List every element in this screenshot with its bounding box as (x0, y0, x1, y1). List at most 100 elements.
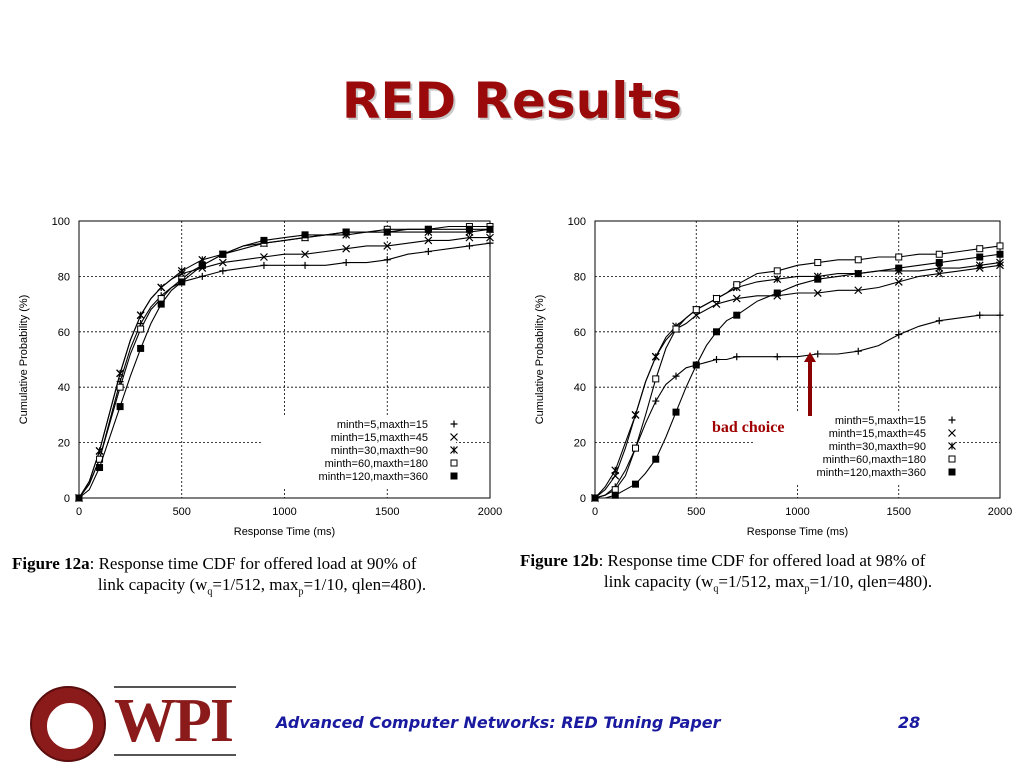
data-point (611, 491, 619, 499)
data-point (157, 283, 166, 292)
data-point (713, 356, 720, 363)
caption-subscript: p (298, 586, 304, 598)
data-point (424, 225, 432, 233)
y-tick-label: 100 (568, 216, 586, 228)
x-tick-label: 500 (687, 506, 705, 518)
y-tick-label: 80 (58, 271, 70, 283)
series-line (78, 242, 491, 499)
caption-text: : Response time CDF for offered load at … (89, 554, 417, 573)
data-point (116, 403, 124, 411)
data-point (652, 375, 660, 383)
x-tick-label: 1500 (375, 506, 399, 518)
data-point (219, 267, 227, 275)
data-point (652, 455, 660, 463)
data-point (672, 408, 680, 416)
bad-choice-annotation: bad choice (712, 419, 785, 436)
data-point (632, 480, 639, 488)
data-point (178, 278, 186, 286)
legend-box (261, 416, 456, 487)
caption-subscript: q (207, 586, 213, 598)
x-tick-label: 500 (173, 506, 191, 518)
data-point (424, 247, 432, 255)
caption-subscript: p (804, 583, 810, 595)
logo-wordmark: WPI (114, 687, 234, 755)
data-point (301, 250, 309, 259)
legend-marker (948, 455, 956, 463)
legend-label: minth=60,maxth=180 (325, 458, 428, 470)
data-point (975, 261, 984, 270)
y-tick-label: 40 (58, 382, 70, 394)
data-point (651, 352, 660, 361)
data-point (157, 300, 165, 308)
data-point (854, 286, 863, 295)
caption-text: link capacity (w (603, 572, 714, 591)
data-point (813, 289, 822, 297)
arrow-up-icon (804, 352, 816, 362)
legend-marker (450, 459, 458, 467)
footer-title: Advanced Computer Networks: RED Tuning P… (276, 713, 721, 732)
data-point (301, 231, 309, 239)
data-point (895, 264, 903, 272)
data-point (854, 347, 862, 355)
data-point (116, 383, 124, 391)
data-point (854, 256, 862, 264)
data-point (260, 236, 268, 244)
y-tick-label: 0 (64, 493, 70, 505)
legend-marker (450, 472, 458, 480)
y-axis-label: Cumulative Probability (%) (18, 295, 30, 425)
data-point (136, 311, 145, 320)
y-tick-label: 0 (580, 493, 586, 505)
y-tick-label: 100 (52, 216, 70, 228)
x-tick-label: 2000 (988, 506, 1012, 518)
x-axis-label: Response Time (ms) (234, 526, 335, 538)
data-point (773, 275, 782, 284)
legend-marker (948, 416, 956, 424)
legend-label: minth=120,maxth=360 (319, 471, 428, 483)
data-point (732, 294, 741, 303)
data-point (996, 258, 1004, 267)
data-point (342, 244, 351, 253)
series-line (78, 228, 491, 499)
data-point (218, 258, 227, 267)
caption-subscript: q (713, 583, 719, 595)
legend-marker (948, 429, 956, 437)
data-point (733, 311, 741, 319)
series-5 (591, 250, 1004, 502)
series-5 (75, 225, 494, 502)
data-point (814, 259, 822, 267)
data-point (996, 242, 1004, 250)
caption-figure-12b: Figure 12b: Response time CDF for offere… (520, 550, 1016, 599)
data-point (631, 410, 640, 419)
data-point (976, 253, 984, 261)
series-line (595, 253, 1001, 499)
x-tick-label: 1500 (887, 506, 911, 518)
data-point (773, 353, 781, 361)
data-point (342, 228, 350, 236)
series-line (594, 314, 1000, 499)
data-point (75, 494, 83, 502)
series-line (594, 262, 1001, 499)
caption-label: Figure 12b (520, 551, 599, 570)
data-point (935, 269, 944, 278)
data-point (342, 259, 350, 267)
legend-marker (948, 442, 956, 450)
caption-text: link capacity (w (97, 575, 208, 594)
legend-box (754, 412, 954, 483)
data-point (260, 253, 268, 261)
y-tick-label: 60 (58, 327, 70, 339)
legend-label: minth=30,maxth=90 (331, 445, 428, 457)
x-axis-label: Response Time (ms) (747, 526, 848, 538)
data-point (383, 228, 391, 236)
series-line (594, 245, 1001, 499)
data-point (591, 494, 599, 502)
data-point (692, 361, 700, 369)
data-point (733, 281, 741, 289)
wpi-seal-icon (30, 686, 106, 762)
legend-marker (450, 420, 458, 428)
caption-text: =1/512, max (718, 572, 805, 591)
legend-marker (450, 446, 458, 454)
data-point (198, 272, 206, 280)
data-point (116, 369, 125, 378)
data-point (486, 225, 494, 233)
data-point (713, 328, 720, 336)
